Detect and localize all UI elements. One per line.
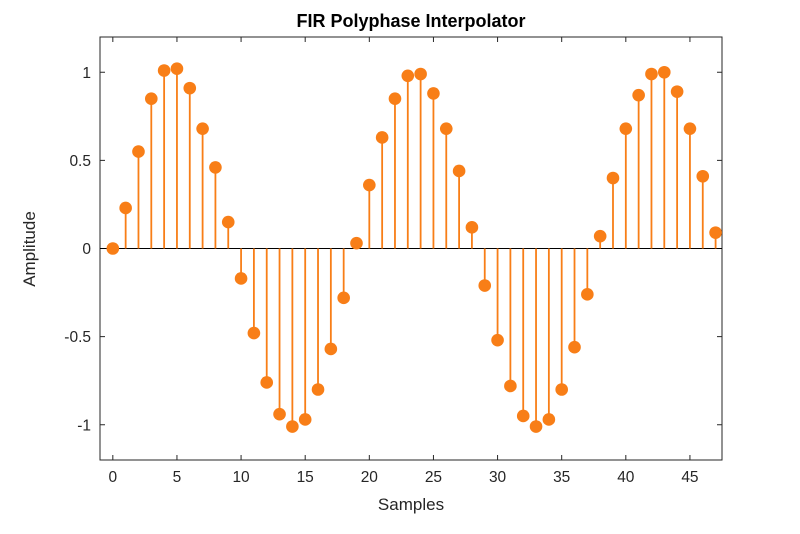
stem-marker [247,326,261,340]
stem-marker [157,64,171,77]
x-tick-label: 10 [232,469,250,486]
stem-marker [606,171,620,185]
stem-marker [375,131,389,144]
stem-marker [555,383,568,396]
x-tick-label: 15 [297,469,314,486]
y-tick-label: 0 [82,241,91,258]
x-tick-label: 5 [173,469,182,486]
stem-marker [427,87,440,100]
x-tick-label: 30 [489,469,507,486]
stem-marker [260,376,274,389]
stem-marker [337,291,350,305]
stem-marker [696,169,710,183]
y-axis-label: Amplitude [20,211,39,287]
stem-marker [273,407,286,421]
stem-marker [504,379,517,393]
stem-marker [401,69,415,83]
stem-marker [670,85,684,98]
stem-marker [568,340,581,354]
stem-marker [439,122,453,135]
stem-marker [132,145,145,158]
stem-marker [516,409,530,423]
stem-marker [414,67,427,81]
stem-marker [452,164,466,178]
stem-marker [170,62,184,76]
stem-marker [632,88,645,102]
stem-marker [683,122,697,135]
stem-marker [657,65,671,79]
stem-marker [388,92,402,105]
x-tick-label: 0 [109,469,118,486]
y-tick-label: 1 [82,65,91,82]
stem-marker [491,333,504,347]
stem-marker [465,221,479,234]
stem-marker [350,236,363,250]
stem-marker [542,413,556,426]
stem-marker [234,272,248,285]
stem-marker [529,420,543,433]
stem-marker [619,122,633,135]
stem-marker [144,92,158,105]
stem-marker [363,178,376,192]
stem-marker [286,420,299,433]
x-axis-label: Samples [377,495,445,514]
stem-marker [119,201,132,215]
stem-marker [298,413,312,426]
stem-marker [106,242,120,255]
y-tick-label: 0.5 [69,153,91,170]
y-tick-label: -0.5 [64,329,91,346]
stem-marker [311,383,325,396]
stem-marker [709,226,722,239]
x-tick-label: 25 [425,469,442,486]
stem-marker [593,229,607,243]
stem-marker [221,215,235,229]
stem-marker [581,288,594,301]
stem-marker [645,67,658,81]
x-tick-label: 35 [553,469,570,486]
stem-marker [196,122,209,135]
x-tick-label: 20 [361,469,379,486]
y-tick-label: -1 [77,417,91,434]
stem-marker [209,161,222,174]
x-tick-label: 40 [617,469,635,486]
chart-title: FIR Polyphase Interpolator [296,11,526,31]
stem-marker [478,279,492,292]
x-tick-label: 45 [681,469,698,486]
stem-marker [183,81,197,95]
stem-marker [324,342,338,356]
